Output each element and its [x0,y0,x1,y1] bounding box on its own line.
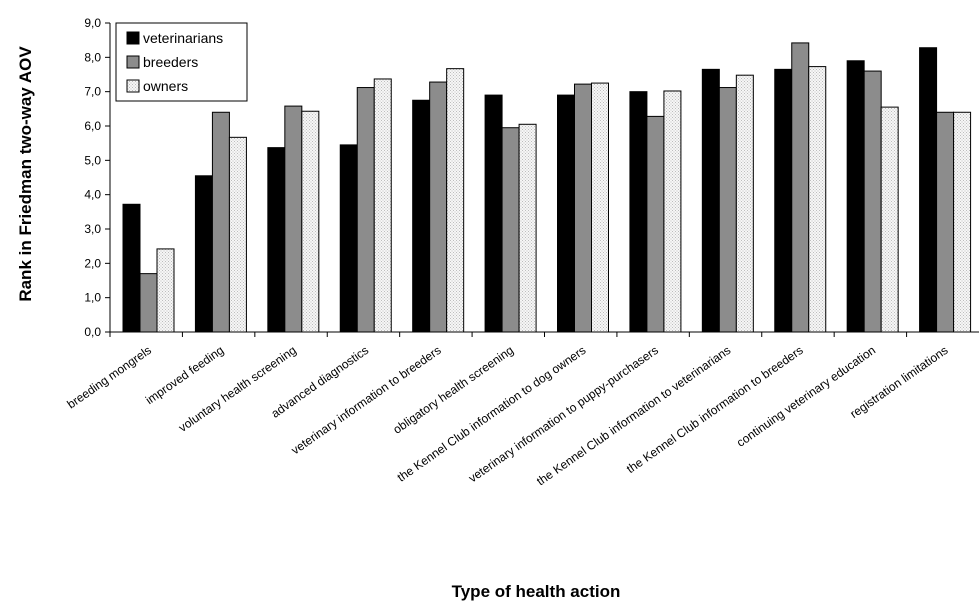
bar-owners [228,136,247,333]
bar-owners [518,123,537,333]
y-tick-label: 7,0 [84,85,101,99]
bar-veterinarians [122,203,141,333]
bar-veterinarians [267,147,286,333]
bar-owners [446,68,465,333]
bar-veterinarians [339,144,358,333]
bar-veterinarians [774,68,793,333]
bar-owners [880,106,899,333]
y-tick-label: 4,0 [84,188,101,202]
bar-owners [591,82,609,333]
bar-veterinarians [557,94,575,333]
legend-swatch-veterinarians [126,31,140,45]
x-category-label: voluntary health screening [176,343,299,435]
y-tick-label: 2,0 [84,256,101,270]
x-category-label: veterinary information to breeders [289,343,444,457]
bar-owners [301,110,320,333]
bar-breeders [429,81,448,333]
bar-owners [373,78,392,333]
bar-owners [953,111,972,333]
bars [122,42,972,333]
legend-swatch-breeders [126,55,140,69]
bar-breeders [936,111,955,333]
y-tick-label: 6,0 [84,119,101,133]
bar-breeders [863,70,882,333]
bar-breeders [718,87,737,333]
bar-breeders [574,83,592,333]
bar-breeders [356,87,375,333]
bar-breeders [284,105,303,333]
bar-breeders [791,42,810,333]
bar-veterinarians [701,68,720,333]
legend-label-breeders: breeders [143,54,198,70]
bar-owners [156,248,175,333]
legend-label-owners: owners [143,78,188,94]
bar-breeders [501,127,520,333]
bar-breeders [139,273,158,333]
x-category-label: obligatory health screening [390,343,516,437]
bar-breeders [211,111,230,333]
bar-owners [663,90,682,333]
y-tick-label: 3,0 [84,222,101,236]
x-category-label: continuing veterinary education [734,343,878,450]
bar-veterinarians [919,47,938,333]
y-tick-label: 9,0 [84,16,101,30]
axes [109,23,979,337]
y-tick-label: 1,0 [84,291,101,305]
y-axis-ticks: 0,0 1,0 2,0 3,0 4,0 5,0 6,0 7,0 8,0 9,0 [84,16,110,339]
bar-owners [808,66,827,333]
bar-breeders [646,115,665,333]
legend: veterinarians breeders owners [115,22,248,102]
bar-veterinarians [412,99,431,333]
bar-veterinarians [484,94,503,333]
bar-owners [735,74,754,333]
y-tick-label: 8,0 [84,50,101,64]
x-category-label: breeding mongrels [64,343,153,411]
bar-veterinarians [846,60,865,333]
y-tick-label: 0,0 [84,325,101,339]
legend-swatch-owners [126,79,140,93]
bar-veterinarians [629,91,648,333]
y-axis-title: Rank in Friedman two-way AOV [16,46,35,302]
bar-veterinarians [194,175,213,333]
legend-label-veterinarians: veterinarians [143,30,223,46]
x-axis-title: Type of health action [452,582,621,601]
y-tick-label: 5,0 [84,153,101,167]
